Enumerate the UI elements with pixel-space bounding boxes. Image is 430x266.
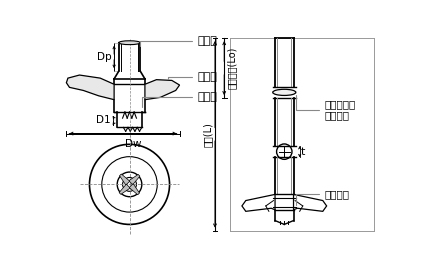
Polygon shape: [119, 184, 130, 194]
Polygon shape: [66, 75, 114, 100]
Text: Dw: Dw: [125, 139, 141, 149]
Text: 先端翼: 先端翼: [168, 72, 217, 82]
Text: 溶接または
機械継手: 溶接または 機械継手: [296, 95, 356, 120]
Text: 掘削刃: 掘削刃: [142, 92, 217, 107]
Text: D1: D1: [96, 115, 111, 126]
Polygon shape: [145, 80, 180, 100]
Text: t: t: [301, 147, 305, 157]
Polygon shape: [120, 174, 130, 185]
Ellipse shape: [273, 89, 296, 95]
Text: Dp: Dp: [97, 52, 112, 62]
Text: 鋼管杭: 鋼管杭: [140, 36, 217, 46]
Polygon shape: [129, 184, 139, 195]
Polygon shape: [129, 174, 140, 185]
Text: 杭長(L): 杭長(L): [203, 122, 213, 147]
Text: 杭単位長(Lo): 杭単位長(Lo): [227, 47, 237, 89]
Ellipse shape: [119, 41, 140, 45]
Text: 工場溶接: 工場溶接: [296, 189, 349, 205]
